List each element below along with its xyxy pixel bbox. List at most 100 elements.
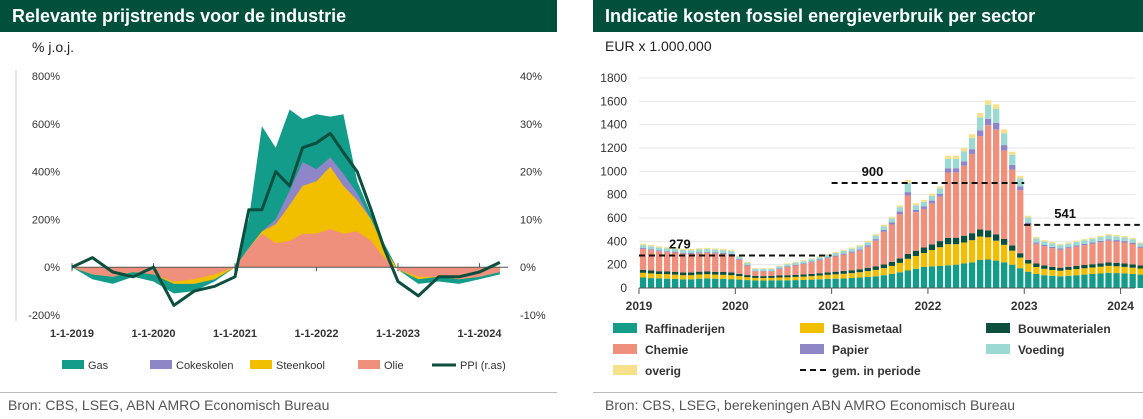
bar-raffinaderijen — [655, 278, 663, 288]
bar-bouwmaterialen — [952, 237, 960, 245]
x-tick-label: 1-1-2024 — [457, 328, 502, 340]
bar-chemie — [784, 267, 791, 276]
bar-basismetaal — [1049, 269, 1056, 276]
bar-papier — [1057, 248, 1064, 250]
bar-raffinaderijen — [1113, 273, 1120, 288]
bar-raffinaderijen — [647, 278, 655, 288]
bar-chemie — [688, 253, 695, 273]
bar-bouwmaterialen — [880, 264, 887, 269]
bar-voeding — [977, 117, 984, 131]
x-tick-label: 2019 — [626, 299, 653, 313]
bar-chemie — [912, 212, 920, 251]
bar-overig — [1001, 129, 1008, 134]
bar-papier — [752, 270, 759, 272]
bar-overig — [968, 134, 976, 139]
bar-bouwmaterialen — [736, 273, 743, 277]
bar-bouwmaterialen — [824, 272, 831, 275]
bar-overig — [1065, 242, 1072, 244]
bar-raffinaderijen — [968, 262, 976, 288]
bar-papier — [904, 192, 911, 196]
bar-bouwmaterialen — [1113, 262, 1120, 267]
legend-swatch-chemie — [613, 344, 637, 354]
bar-papier — [800, 263, 807, 264]
bar-bouwmaterialen — [1017, 253, 1024, 258]
bar-voeding — [1137, 243, 1143, 247]
legend-label-raffinaderijen: Raffinaderijen — [645, 322, 725, 336]
y-tick-label: 400% — [32, 167, 60, 179]
bar-papier — [816, 259, 823, 261]
bar-chemie — [960, 165, 968, 236]
bar-voeding — [880, 226, 887, 230]
bar-basismetaal — [952, 244, 960, 265]
bar-chemie — [1009, 169, 1016, 246]
bar-overig — [977, 113, 984, 118]
right-source-divider — [593, 392, 1143, 393]
bar-overig — [672, 247, 679, 249]
bar-chemie — [696, 253, 703, 272]
bar-voeding — [832, 253, 839, 256]
bar-basismetaal — [655, 274, 663, 279]
bar-basismetaal — [840, 273, 847, 279]
y-tick-label: 1600 — [600, 94, 627, 108]
bar-voeding — [1113, 236, 1120, 240]
bar-chemie — [977, 136, 984, 230]
bar-overig — [728, 249, 735, 252]
bar-voeding — [960, 151, 968, 162]
bar-basismetaal — [1025, 263, 1032, 272]
bar-bouwmaterialen — [1073, 265, 1080, 270]
bar-voeding — [1001, 133, 1008, 146]
bar-basismetaal — [904, 258, 911, 271]
bar-overig — [864, 240, 871, 243]
bar-raffinaderijen — [896, 272, 903, 289]
legend-swatch-voeding — [986, 344, 1010, 354]
bar-raffinaderijen — [872, 276, 879, 288]
left-unit-label: % j.o.j. — [32, 39, 75, 55]
bar-papier — [744, 265, 751, 266]
bar-raffinaderijen — [1073, 275, 1080, 288]
bar-papier — [736, 258, 743, 260]
bar-basismetaal — [1001, 244, 1008, 263]
bar-papier — [1121, 241, 1128, 243]
bar-voeding — [904, 182, 911, 193]
bar-voeding — [1049, 243, 1056, 247]
bar-overig — [1025, 215, 1032, 218]
bar-bouwmaterialen — [920, 247, 928, 253]
bar-raffinaderijen — [928, 266, 936, 288]
bar-papier — [696, 252, 703, 254]
bar-bouwmaterialen — [1081, 265, 1088, 269]
bar-raffinaderijen — [960, 263, 968, 288]
bar-papier — [647, 249, 655, 251]
bar-raffinaderijen — [688, 279, 695, 289]
bar-overig — [1105, 234, 1112, 236]
bar-bouwmaterialen — [856, 269, 863, 273]
bar-basismetaal — [1073, 269, 1080, 276]
bar-voeding — [792, 262, 799, 265]
bar-chemie — [1001, 150, 1008, 239]
bar-overig — [688, 248, 695, 251]
bar-raffinaderijen — [1049, 275, 1056, 289]
bar-bouwmaterialen — [1065, 266, 1072, 270]
bar-basismetaal — [1137, 268, 1143, 275]
bar-raffinaderijen — [784, 280, 791, 288]
bar-raffinaderijen — [816, 279, 823, 289]
bar-chemie — [968, 153, 976, 234]
bar-papier — [1049, 246, 1056, 249]
bar-raffinaderijen — [936, 265, 944, 288]
bar-bouwmaterialen — [888, 261, 895, 266]
bar-papier — [985, 118, 992, 126]
x-tick-label: 1-1-2021 — [213, 328, 257, 340]
bar-basismetaal — [856, 272, 863, 278]
bar-raffinaderijen — [720, 278, 727, 288]
bar-voeding — [808, 259, 815, 262]
y-tick-label: 200% — [32, 214, 60, 226]
y2-tick-label: -10% — [520, 310, 546, 322]
bar-bouwmaterialen — [864, 267, 871, 272]
bar-bouwmaterialen — [936, 241, 944, 248]
bar-papier — [680, 252, 687, 254]
bar-papier — [664, 251, 671, 253]
bar-raffinaderijen — [1001, 262, 1008, 288]
bar-voeding — [856, 246, 863, 250]
bar-overig — [696, 248, 703, 250]
bar-papier — [1065, 247, 1072, 249]
bar-papier — [896, 211, 903, 215]
